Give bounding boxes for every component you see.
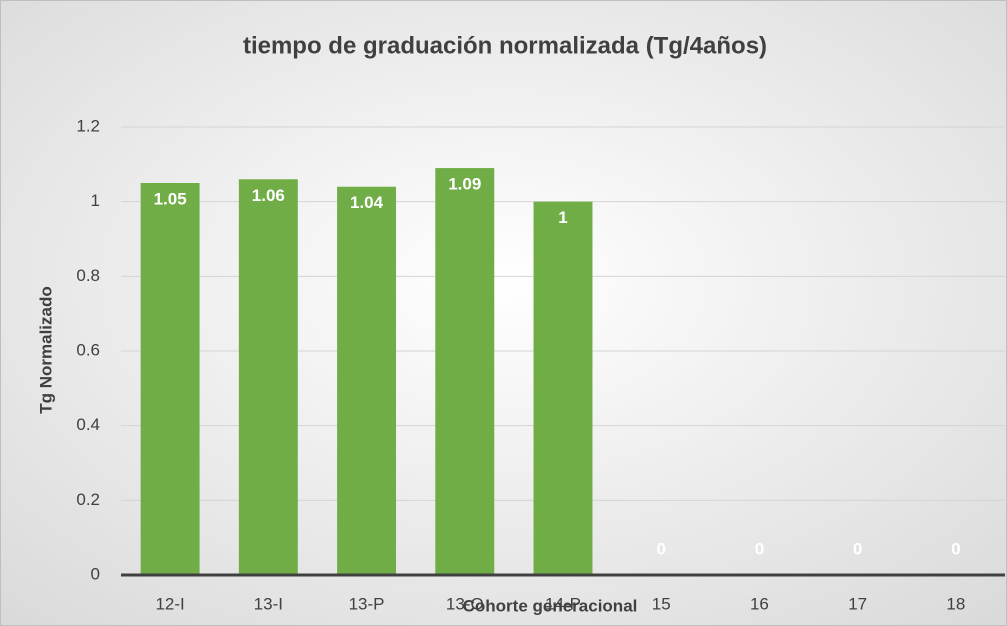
bar xyxy=(140,183,200,575)
data-label: 0 xyxy=(755,539,764,558)
data-label: 0 xyxy=(656,539,665,558)
y-tick-label: 0 xyxy=(91,564,100,583)
y-tick-label: 1.2 xyxy=(76,116,100,135)
x-tick-label: 17 xyxy=(848,594,867,613)
bar xyxy=(337,186,397,575)
y-tick-label: 0.8 xyxy=(76,266,100,285)
x-tick-label: 12-I xyxy=(155,594,184,613)
y-tick-label: 0.2 xyxy=(76,490,100,509)
data-label: 1.09 xyxy=(448,175,481,194)
x-tick-label: 14-P xyxy=(545,594,581,613)
x-axis-label: Cohorte generacional xyxy=(463,596,638,615)
bar xyxy=(238,179,298,575)
data-label: 1.04 xyxy=(350,193,384,212)
data-label: 0 xyxy=(951,539,960,558)
y-tick-label: 0.4 xyxy=(76,415,100,434)
data-label: 1.05 xyxy=(154,189,187,208)
data-label: 0 xyxy=(853,539,862,558)
y-tick-label: 0.6 xyxy=(76,340,100,359)
data-label: 1 xyxy=(558,208,567,227)
y-tick-label: 1 xyxy=(91,191,100,210)
x-tick-label: 16 xyxy=(750,594,769,613)
chart-title: tiempo de graduación normalizada (Tg/4añ… xyxy=(243,32,767,59)
x-tick-label: 13-O xyxy=(446,594,484,613)
y-axis-label: Tg Normalizado xyxy=(36,286,55,414)
bar xyxy=(435,168,495,576)
x-tick-label: 18 xyxy=(946,594,965,613)
bar xyxy=(533,201,593,575)
data-label: 1.06 xyxy=(252,186,285,205)
x-tick-label: 13-P xyxy=(349,594,385,613)
plot-area: 0 0.2 0.4 0.6 0.8 1 1.2 12-I 1.05 13-I 1.06 13-P 1.0… xyxy=(76,116,1005,613)
x-tick-label: 15 xyxy=(652,594,671,613)
x-tick-label: 13-I xyxy=(254,594,283,613)
